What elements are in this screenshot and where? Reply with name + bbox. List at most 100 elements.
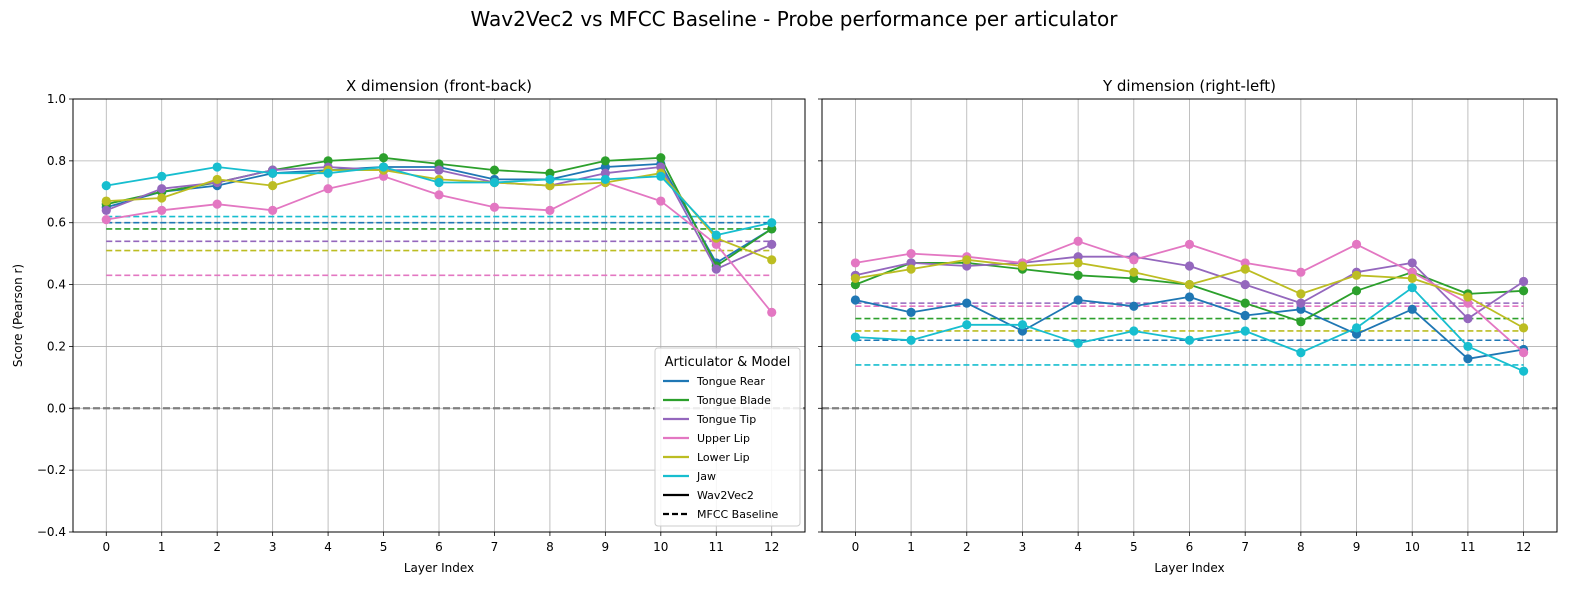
point-jaw: [850, 332, 861, 342]
point-tongue-tip: [1518, 276, 1529, 287]
point-jaw: [434, 177, 444, 188]
point-lower-lip: [1518, 323, 1529, 333]
x-tick-label: 2: [213, 540, 221, 554]
point-upper-lip: [1351, 239, 1362, 249]
point-jaw: [906, 335, 916, 345]
point-upper-lip: [434, 190, 444, 200]
x-tick-label: 6: [1186, 540, 1194, 554]
point-jaw: [489, 177, 500, 188]
x-tick-label: 7: [491, 540, 499, 554]
legend-label-jaw: Jaw: [696, 470, 716, 483]
x-tick-label: 0: [852, 540, 860, 554]
x-tick-label: 8: [546, 540, 554, 554]
point-jaw: [1073, 338, 1083, 348]
point-jaw: [1351, 323, 1362, 333]
point-jaw: [212, 162, 222, 172]
panel-2: Y dimension (right-left)0 1 2 3 4 5 6 7 8 9 10 11 12…: [818, 77, 1558, 575]
point-tongue-blade: [600, 156, 610, 166]
y-tick-label: 0.8: [47, 154, 66, 168]
point-tongue-tip: [1407, 258, 1417, 268]
point-tongue-rear: [1184, 292, 1195, 302]
point-tongue-rear: [1073, 295, 1083, 305]
axes-frame: [821, 98, 1558, 533]
point-lower-lip: [1463, 292, 1473, 302]
point-jaw: [1017, 320, 1028, 330]
x-tick-label: 10: [653, 540, 668, 554]
y-tick-label: −0.4: [37, 525, 66, 539]
point-tongue-tip: [711, 264, 721, 274]
point-lower-lip: [212, 174, 222, 185]
point-tongue-rear: [906, 307, 916, 318]
point-tongue-tip: [1240, 279, 1250, 290]
point-lower-lip: [1240, 264, 1250, 274]
point-upper-lip: [1184, 239, 1195, 249]
point-upper-lip: [906, 249, 916, 259]
legend-label-tongue-blade: Tongue Blade: [696, 394, 771, 407]
y-tick-label: 0.6: [47, 216, 66, 230]
point-lower-lip: [101, 196, 111, 206]
x-tick-label: 5: [380, 540, 388, 554]
point-lower-lip: [157, 193, 167, 203]
point-tongue-rear: [962, 298, 972, 308]
point-tongue-blade: [1351, 286, 1362, 296]
point-upper-lip: [212, 199, 222, 209]
point-lower-lip: [1129, 267, 1139, 277]
point-lower-lip: [906, 264, 916, 274]
x-tick-label: 12: [1516, 540, 1531, 554]
point-tongue-blade: [378, 153, 389, 163]
point-jaw: [1129, 326, 1139, 336]
point-tongue-rear: [1240, 310, 1250, 321]
y-tick-label: 0.4: [47, 278, 66, 292]
x-tick-label: 1: [158, 540, 166, 554]
panel-title: Y dimension (right-left): [1102, 77, 1276, 95]
x-tick-label: 5: [1130, 540, 1138, 554]
x-axis-label: Layer Index: [1154, 561, 1224, 575]
point-tongue-tip: [1463, 313, 1473, 324]
axes-frame: [72, 98, 806, 533]
legend-title: Articulator & Model: [665, 355, 791, 370]
point-upper-lip: [656, 196, 666, 206]
point-tongue-blade: [656, 153, 666, 163]
point-upper-lip: [489, 202, 500, 212]
point-jaw: [1296, 348, 1306, 358]
point-upper-lip: [767, 307, 777, 318]
point-lower-lip: [1017, 261, 1028, 271]
point-tongue-blade: [1518, 286, 1529, 296]
point-tongue-rear: [1407, 304, 1417, 314]
point-upper-lip: [850, 258, 861, 268]
x-tick-label: 12: [764, 540, 779, 554]
point-jaw: [1463, 341, 1473, 352]
x-tick-label: 9: [1353, 540, 1361, 554]
point-tongue-blade: [1073, 270, 1083, 280]
point-jaw: [268, 168, 278, 178]
point-lower-lip: [962, 255, 972, 265]
x-tick-label: 7: [1241, 540, 1249, 554]
point-jaw: [600, 174, 610, 185]
point-tongue-tip: [434, 165, 444, 175]
point-lower-lip: [1184, 279, 1195, 290]
point-tongue-blade: [489, 165, 500, 175]
point-upper-lip: [268, 205, 278, 215]
x-tick-label: 4: [324, 540, 332, 554]
point-tongue-rear: [1129, 301, 1139, 311]
x-tick-label: 11: [1460, 540, 1475, 554]
point-lower-lip: [767, 255, 777, 265]
legend-label-wav2vec2: Wav2Vec2: [697, 489, 754, 502]
y-axis-label: Score (Pearson r): [11, 264, 25, 367]
point-jaw: [545, 174, 555, 185]
point-tongue-blade: [1240, 298, 1250, 308]
point-tongue-rear: [1463, 354, 1473, 364]
point-tongue-rear: [850, 295, 861, 305]
x-axis-label: Layer Index: [404, 561, 474, 575]
point-lower-lip: [1296, 289, 1306, 299]
point-upper-lip: [1518, 348, 1529, 358]
point-jaw: [656, 171, 666, 181]
point-tongue-tip: [157, 184, 167, 194]
y-tick-label: 0.0: [47, 401, 66, 415]
point-jaw: [157, 171, 167, 181]
x-tick-label: 11: [709, 540, 724, 554]
legend-label-mfcc-baseline: MFCC Baseline: [697, 508, 779, 521]
point-upper-lip: [323, 184, 333, 194]
legend-label-upper-lip: Upper Lip: [697, 432, 750, 445]
point-jaw: [1240, 326, 1250, 336]
